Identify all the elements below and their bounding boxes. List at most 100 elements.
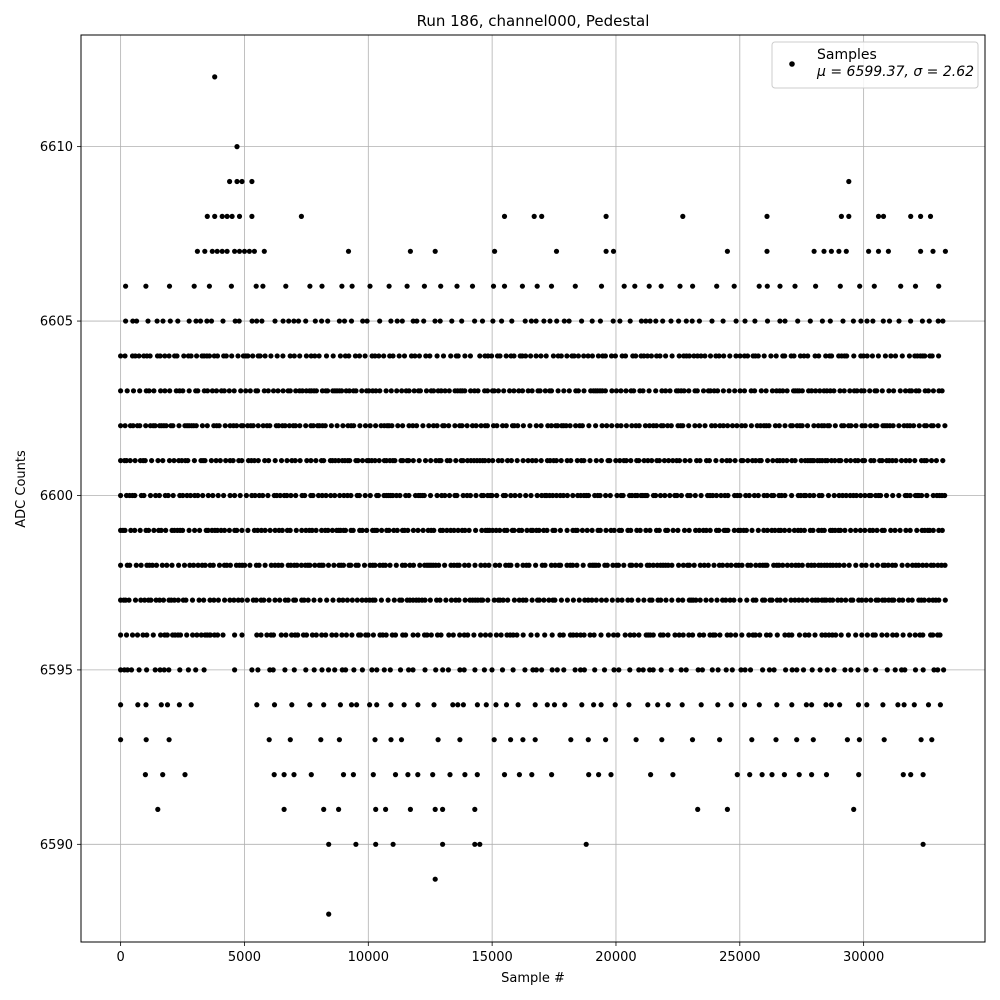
data-point	[336, 457, 342, 464]
data-point	[922, 353, 928, 359]
data-point	[341, 492, 347, 499]
data-point	[604, 423, 610, 429]
data-point	[262, 457, 268, 464]
data-point	[166, 283, 173, 289]
data-point	[406, 667, 412, 673]
data-point	[823, 772, 830, 778]
data-point	[896, 318, 902, 324]
y-tick-label: 6600	[40, 489, 73, 504]
data-point	[589, 597, 595, 603]
data-point	[508, 457, 514, 464]
data-point	[372, 737, 378, 743]
data-point	[769, 772, 775, 778]
data-point	[901, 702, 907, 708]
data-point	[271, 772, 277, 778]
data-point	[811, 492, 817, 499]
data-point	[912, 457, 918, 464]
data-point	[228, 283, 234, 289]
data-point	[764, 562, 770, 568]
data-point	[516, 597, 522, 603]
data-point	[811, 248, 817, 254]
data-point	[574, 457, 580, 464]
data-point	[937, 632, 943, 638]
data-point	[920, 632, 926, 638]
data-point	[187, 492, 194, 499]
data-point	[837, 388, 843, 394]
data-point	[681, 388, 687, 394]
data-point	[432, 248, 438, 254]
x-tick-label: 25000	[719, 950, 760, 965]
data-point	[137, 423, 143, 429]
data-point	[472, 667, 478, 673]
data-point	[398, 737, 405, 743]
data-point	[772, 423, 779, 429]
data-point	[633, 562, 639, 568]
data-point	[259, 318, 265, 324]
data-point	[293, 527, 299, 533]
data-point	[528, 632, 534, 638]
data-point	[348, 492, 354, 499]
data-point	[142, 597, 148, 603]
data-point	[665, 423, 671, 429]
data-point	[367, 492, 373, 499]
data-point	[937, 702, 944, 708]
adc-level-band	[118, 527, 945, 533]
data-points	[118, 74, 949, 917]
data-point	[182, 772, 188, 778]
data-point	[374, 667, 380, 673]
data-point	[774, 702, 780, 708]
data-point	[788, 597, 794, 603]
data-point	[821, 527, 827, 533]
data-point	[525, 388, 531, 394]
data-point	[423, 388, 430, 394]
adc-level-band	[118, 492, 948, 499]
data-point	[188, 353, 194, 359]
data-point	[589, 527, 595, 533]
data-point	[677, 283, 683, 289]
legend-series-name: Samples	[817, 47, 877, 63]
data-point	[255, 388, 261, 394]
data-point	[761, 353, 767, 359]
data-point	[763, 388, 769, 394]
data-point	[862, 527, 868, 533]
data-point	[341, 318, 348, 324]
data-point	[749, 737, 755, 743]
data-point	[217, 457, 223, 464]
data-point	[462, 597, 468, 603]
data-point	[695, 667, 701, 673]
data-point	[742, 423, 748, 429]
data-point	[253, 597, 259, 603]
data-point	[715, 702, 721, 708]
data-point	[936, 353, 942, 359]
data-point	[365, 632, 371, 638]
data-point	[474, 702, 480, 708]
data-point	[663, 388, 669, 394]
data-point	[574, 632, 580, 638]
data-point	[725, 423, 731, 429]
data-point	[629, 423, 635, 429]
data-point	[232, 667, 238, 673]
data-point	[859, 632, 865, 638]
adc-level-band	[118, 457, 946, 464]
data-point	[908, 772, 914, 778]
data-point	[739, 632, 745, 638]
data-point	[519, 283, 526, 289]
data-point	[598, 597, 605, 603]
data-point	[370, 772, 376, 778]
data-point	[878, 492, 884, 499]
data-point	[941, 667, 947, 673]
data-point	[166, 667, 172, 673]
data-point	[777, 283, 783, 289]
data-point	[935, 667, 941, 673]
data-point	[713, 492, 720, 499]
data-point	[340, 423, 346, 429]
data-point	[186, 388, 192, 394]
data-point	[399, 388, 405, 394]
data-point	[773, 737, 779, 743]
data-point	[623, 457, 629, 464]
data-point	[255, 423, 261, 429]
data-point	[130, 318, 136, 324]
data-point	[799, 388, 805, 394]
data-point	[239, 178, 245, 185]
data-point	[515, 423, 521, 429]
